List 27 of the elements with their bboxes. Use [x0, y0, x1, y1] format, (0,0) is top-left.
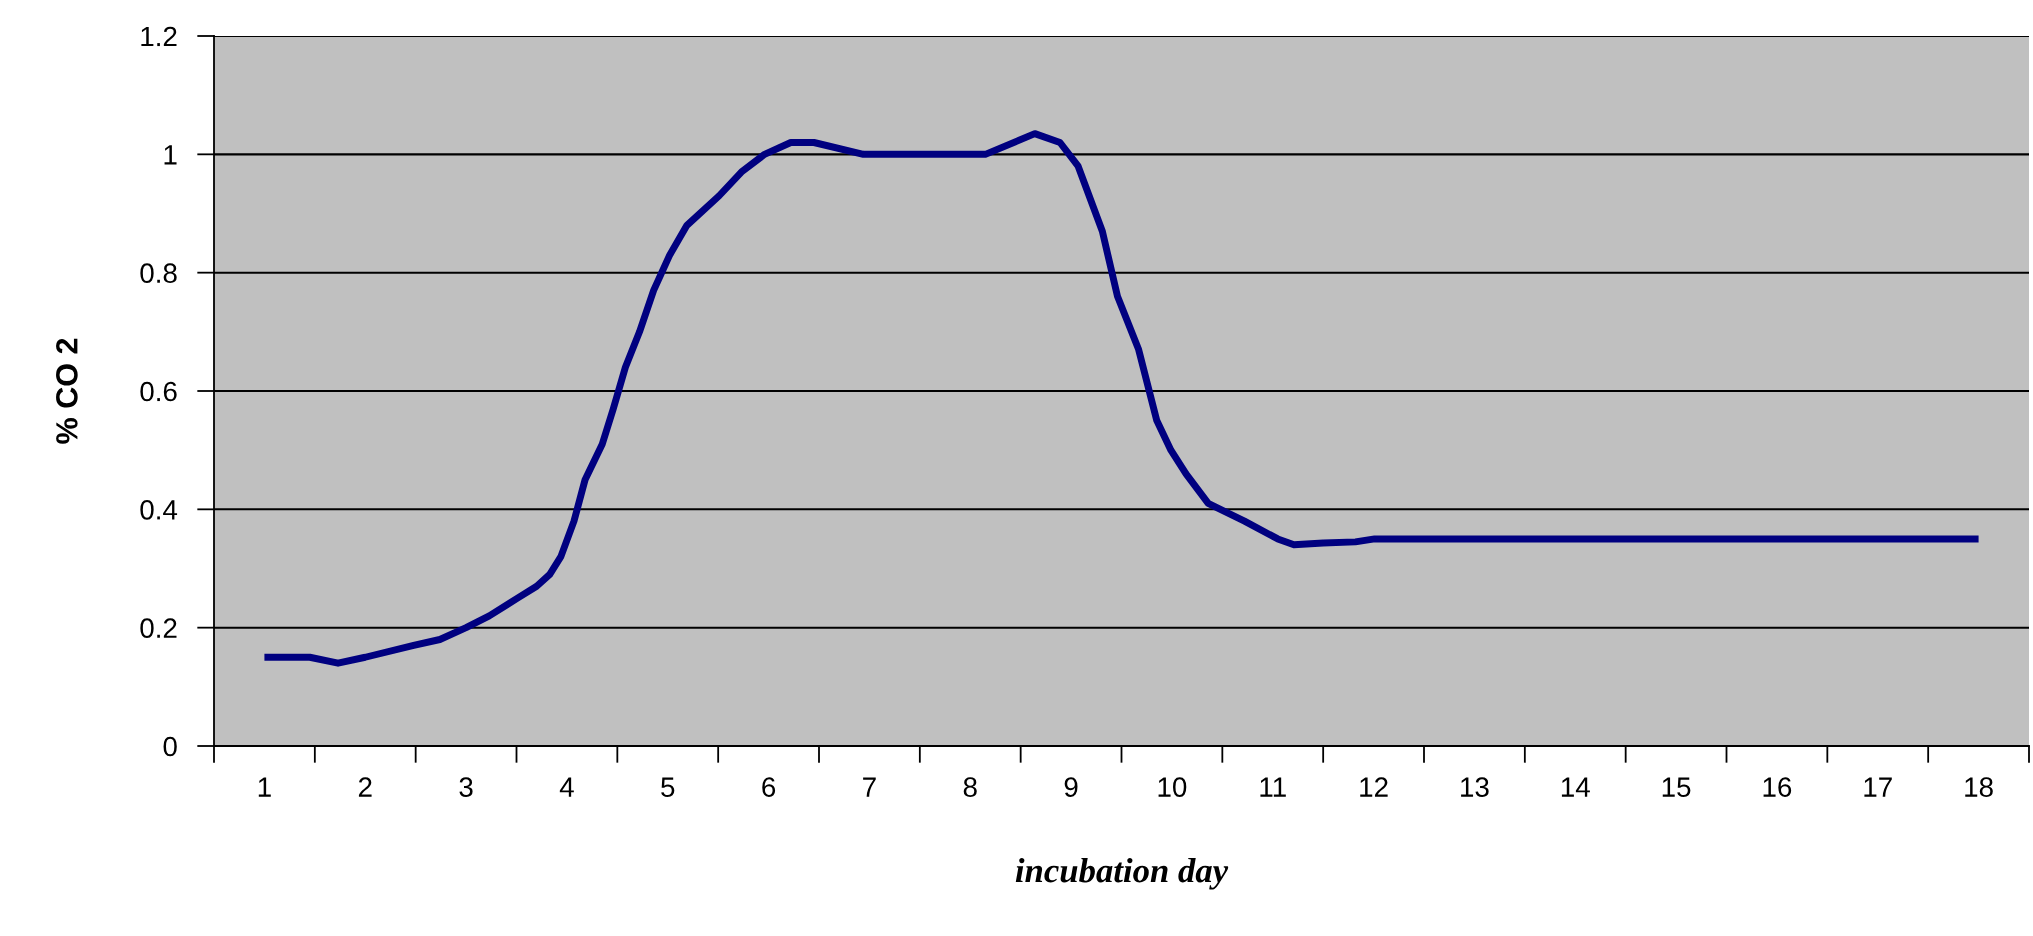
x-tick-label: 5: [661, 777, 675, 797]
x-tick-label: 9: [1064, 777, 1078, 797]
y-tick-label: 0: [163, 736, 177, 757]
x-tick-label: 18: [1965, 777, 1993, 797]
y-axis-title: % CO 2: [56, 338, 78, 444]
x-tick-label: 8: [963, 777, 977, 797]
y-tick-label: 0.8: [140, 263, 177, 284]
x-tick-label: 11: [1260, 777, 1286, 797]
x-tick-label: 1: [258, 777, 271, 797]
x-tick-label: 3: [459, 777, 473, 797]
x-tick-label: 13: [1461, 777, 1489, 797]
y-tick-label: 0.6: [140, 381, 177, 402]
x-axis-title: incubation day: [1015, 858, 1229, 890]
y-tick-label: 0.2: [140, 618, 177, 639]
x-tick-label: 17: [1864, 777, 1892, 797]
x-tick-label: 6: [762, 777, 776, 797]
x-tick-label: 12: [1360, 777, 1388, 797]
y-tick-label: 0.4: [140, 500, 178, 520]
y-tick-label: 1: [164, 145, 177, 165]
x-tick-label: 16: [1763, 777, 1792, 797]
x-tick-label: 10: [1158, 777, 1187, 797]
x-tick-label: 15: [1662, 777, 1691, 797]
x-tick-label: 7: [863, 777, 876, 797]
x-tick-label: 4: [559, 777, 574, 797]
x-tick-label: 14: [1561, 777, 1590, 797]
y-tick-label: 1.2: [141, 26, 177, 47]
x-tick-label: 2: [358, 777, 372, 797]
